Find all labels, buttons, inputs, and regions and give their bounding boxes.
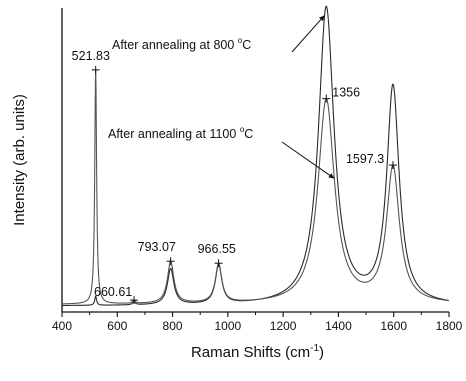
annotation-arrow <box>281 141 335 179</box>
series-group <box>61 5 450 306</box>
peak-label: 1356 <box>332 86 360 100</box>
x-tick-label: 1600 <box>380 319 407 333</box>
x-tick-label: 400 <box>52 319 72 333</box>
peak-label: 793.07 <box>138 240 176 254</box>
labels: 521.83 660.61 793.07 966.55 1356 1597.3 After … <box>72 15 384 299</box>
x-axis-label: Raman Shifts (cm-1) <box>191 343 324 361</box>
annotation-label: After annealing at 800 oC <box>112 36 251 52</box>
x-tick-label: 1800 <box>436 319 463 333</box>
annotation-label: After annealing at 1100 oC <box>108 125 253 141</box>
peak-markers <box>91 65 397 305</box>
x-tick-label: 600 <box>107 319 127 333</box>
axes: 400 600 800 1000 1200 1400 1600 1800 Raman Shift… <box>11 8 463 361</box>
peak-label: 521.83 <box>72 49 110 63</box>
arrow-head <box>319 15 325 22</box>
x-tick-label: 1400 <box>325 319 352 333</box>
arrow-head <box>328 173 335 179</box>
peak-label: 660.61 <box>94 285 132 299</box>
y-axis-label: Intensity (arb. units) <box>11 94 28 226</box>
x-tick-label: 800 <box>163 319 183 333</box>
annotation-arrow <box>291 15 325 53</box>
x-tick-label: 1200 <box>270 319 297 333</box>
peak-label: 966.55 <box>198 242 236 256</box>
spectrum-line-2 <box>61 70 450 305</box>
peak-label: 1597.3 <box>346 152 384 166</box>
x-tick-label: 1000 <box>215 319 242 333</box>
